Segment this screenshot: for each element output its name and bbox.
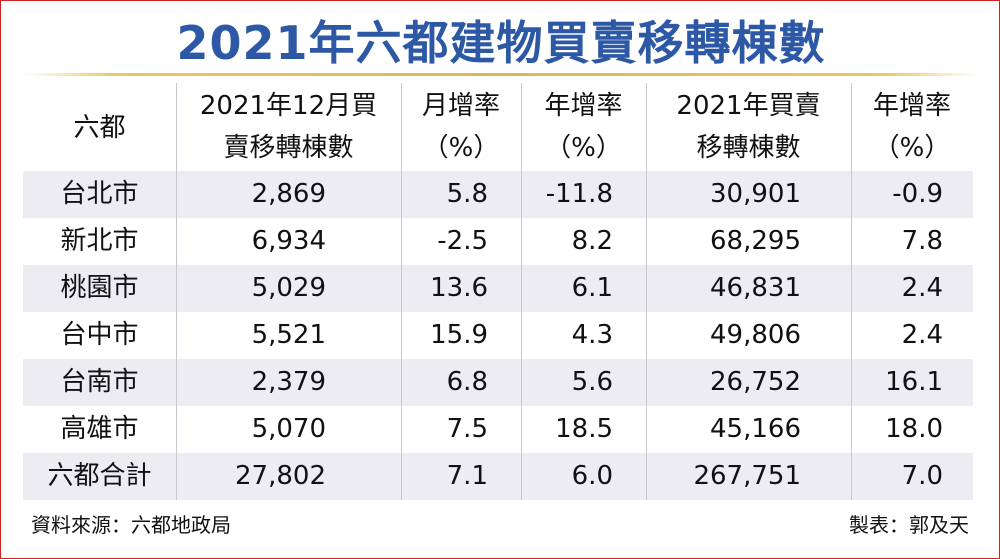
cell: 27,802 bbox=[235, 461, 326, 491]
cell: 2,379 bbox=[251, 367, 326, 397]
cell: 15.9 bbox=[430, 320, 488, 350]
header-cell: （%） bbox=[873, 133, 951, 163]
cell: 6.8 bbox=[446, 367, 488, 397]
cell: -2.5 bbox=[437, 226, 488, 256]
row-label: 台南市 bbox=[60, 367, 139, 397]
header-cell: 六都 bbox=[73, 113, 126, 143]
row-label: 新北市 bbox=[60, 226, 139, 256]
cell: 16.1 bbox=[885, 367, 943, 397]
header-cell: 月增率 bbox=[421, 91, 500, 121]
row-label: 台北市 bbox=[60, 179, 139, 209]
cell: 18.5 bbox=[555, 414, 613, 444]
header-cell: （%） bbox=[545, 133, 622, 163]
cell: 26,752 bbox=[710, 367, 801, 397]
title-rule bbox=[23, 73, 979, 76]
cell: 30,901 bbox=[710, 179, 801, 209]
column-divider bbox=[521, 83, 522, 500]
cell: 5.6 bbox=[571, 367, 613, 397]
credit: 製表：郭及天 bbox=[849, 513, 969, 537]
cell: 45,166 bbox=[710, 414, 801, 444]
header-cell: 2021年12月買 bbox=[199, 91, 378, 121]
cell: 5.8 bbox=[446, 179, 488, 209]
title: 2021年六都建物買賣移轉棟數 bbox=[176, 16, 826, 70]
cell: 6,934 bbox=[251, 226, 326, 256]
row-label: 台中市 bbox=[60, 320, 139, 350]
cell: 49,806 bbox=[710, 320, 801, 350]
cell: 6.1 bbox=[571, 273, 613, 303]
column-divider bbox=[851, 83, 852, 500]
cell: 2,869 bbox=[251, 179, 326, 209]
header-cell: 2021年買賣 bbox=[676, 91, 821, 121]
cell: 6.0 bbox=[571, 461, 613, 491]
cell: 267,751 bbox=[693, 461, 801, 491]
cell: 7.1 bbox=[446, 461, 488, 491]
header-cell: 賣移轉棟數 bbox=[223, 133, 354, 163]
cell: 5,521 bbox=[251, 320, 326, 350]
column-divider bbox=[176, 83, 177, 500]
row-band bbox=[23, 359, 973, 406]
row-band bbox=[23, 453, 973, 500]
row-label: 高雄市 bbox=[60, 414, 139, 444]
source: 資料來源：六都地政局 bbox=[31, 513, 231, 537]
cell: 7.0 bbox=[901, 461, 943, 491]
column-divider bbox=[646, 83, 647, 500]
cell: 2.4 bbox=[901, 320, 943, 350]
cell: -11.8 bbox=[545, 179, 613, 209]
cell: -0.9 bbox=[892, 179, 943, 209]
header-cell: （%） bbox=[422, 133, 500, 163]
cell: 2.4 bbox=[901, 273, 943, 303]
cell: 68,295 bbox=[710, 226, 801, 256]
cell: 8.2 bbox=[571, 226, 613, 256]
cell: 4.3 bbox=[571, 320, 613, 350]
cell: 5,070 bbox=[251, 414, 326, 444]
cell: 5,029 bbox=[251, 273, 326, 303]
cell: 13.6 bbox=[430, 273, 488, 303]
column-divider bbox=[401, 83, 402, 500]
header-cell: 移轉棟數 bbox=[696, 133, 801, 163]
cell: 7.5 bbox=[446, 414, 488, 444]
header-cell: 年增率 bbox=[544, 91, 623, 121]
cell: 18.0 bbox=[885, 414, 943, 444]
row-label: 六都合計 bbox=[47, 461, 152, 491]
cell: 46,831 bbox=[710, 273, 801, 303]
row-band bbox=[23, 171, 973, 218]
row-label: 桃園市 bbox=[60, 273, 139, 303]
header-cell: 年增率 bbox=[872, 91, 951, 121]
cell: 7.8 bbox=[901, 226, 943, 256]
row-band bbox=[23, 265, 973, 312]
